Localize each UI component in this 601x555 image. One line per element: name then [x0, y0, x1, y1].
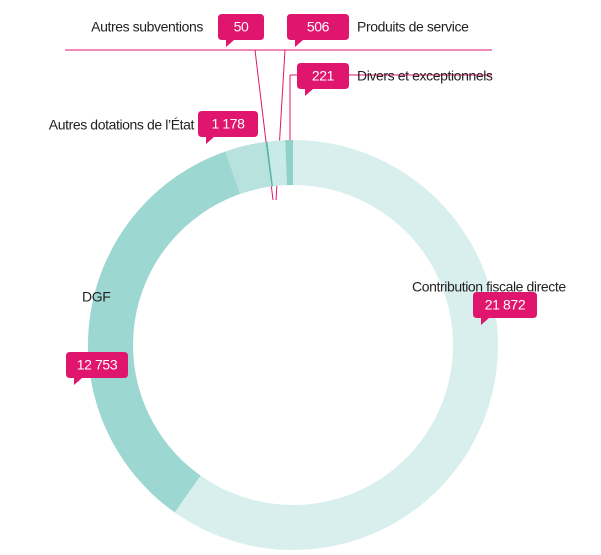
donut-segment — [285, 140, 293, 186]
donut-segment — [174, 140, 499, 550]
value-label: 50 — [234, 19, 249, 35]
donut-segment — [225, 141, 272, 194]
donut-segment — [265, 141, 274, 187]
callout-box — [218, 14, 264, 47]
callout-box — [287, 14, 349, 47]
category-label: Divers et exceptionnels — [357, 68, 493, 84]
callout-box — [297, 63, 349, 96]
category-label: Contribution fiscale directe — [412, 279, 566, 295]
value-label: 12 753 — [77, 357, 118, 373]
callout-box — [473, 292, 537, 325]
category-label: Autres dotations de l’État — [49, 117, 195, 133]
value-label: 1 178 — [211, 116, 245, 132]
category-label: Produits de service — [357, 19, 469, 35]
callout-box — [66, 352, 128, 385]
category-label: Autres subventions — [91, 19, 203, 35]
category-label: DGF — [82, 289, 110, 305]
value-label: 21 872 — [485, 297, 526, 313]
callout-box — [198, 111, 258, 144]
value-label: 221 — [312, 68, 335, 84]
donut-segment — [267, 140, 287, 187]
donut-segment — [87, 151, 241, 513]
value-label: 506 — [307, 19, 330, 35]
